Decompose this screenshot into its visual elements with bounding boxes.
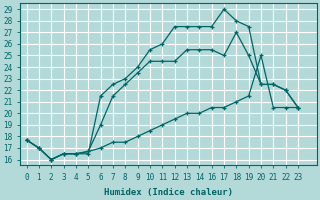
X-axis label: Humidex (Indice chaleur): Humidex (Indice chaleur) xyxy=(104,188,233,197)
